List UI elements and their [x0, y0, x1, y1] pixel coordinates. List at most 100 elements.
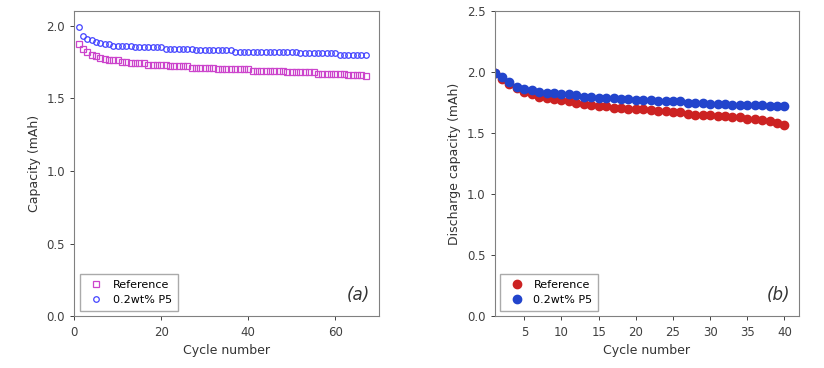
0.2wt% P5: [291, 50, 301, 54]
Reference: [549, 97, 559, 101]
Reference: [139, 61, 149, 66]
Reference: [676, 110, 686, 115]
0.2wt% P5: [602, 96, 611, 100]
Reference: [661, 109, 671, 113]
Reference: [594, 104, 604, 109]
0.2wt% P5: [497, 75, 507, 79]
0.2wt% P5: [631, 98, 641, 102]
Line: 0.2wt% P5: 0.2wt% P5: [76, 24, 368, 57]
Reference: [586, 103, 596, 107]
Reference: [728, 115, 737, 120]
Line: Reference: Reference: [490, 69, 789, 129]
Reference: [780, 123, 789, 127]
Reference: [668, 110, 678, 115]
Reference: [556, 98, 566, 102]
Reference: [534, 94, 544, 99]
0.2wt% P5: [571, 93, 581, 98]
0.2wt% P5: [586, 94, 596, 99]
0.2wt% P5: [639, 98, 648, 102]
Reference: [742, 116, 752, 121]
0.2wt% P5: [204, 48, 214, 53]
0.2wt% P5: [646, 98, 656, 102]
0.2wt% P5: [489, 71, 499, 75]
0.2wt% P5: [117, 44, 127, 48]
Reference: [698, 113, 708, 117]
0.2wt% P5: [519, 87, 529, 91]
0.2wt% P5: [720, 102, 730, 106]
Reference: [735, 115, 745, 120]
0.2wt% P5: [698, 100, 708, 105]
Reference: [291, 70, 301, 74]
Reference: [512, 86, 522, 90]
Reference: [361, 74, 371, 79]
Reference: [578, 102, 588, 106]
Reference: [646, 108, 656, 112]
0.2wt% P5: [750, 103, 760, 107]
Reference: [639, 107, 648, 111]
0.2wt% P5: [735, 103, 745, 107]
0.2wt% P5: [335, 53, 344, 57]
0.2wt% P5: [668, 99, 678, 104]
Legend: Reference, 0.2wt% P5: Reference, 0.2wt% P5: [80, 274, 178, 311]
Line: 0.2wt% P5: 0.2wt% P5: [490, 69, 789, 110]
Reference: [772, 121, 782, 125]
0.2wt% P5: [191, 48, 201, 53]
0.2wt% P5: [549, 91, 559, 95]
Reference: [489, 71, 499, 75]
0.2wt% P5: [504, 80, 514, 84]
Reference: [750, 116, 760, 121]
Reference: [204, 66, 214, 70]
X-axis label: Cycle number: Cycle number: [183, 344, 270, 357]
0.2wt% P5: [512, 85, 522, 89]
Reference: [504, 82, 514, 86]
Reference: [765, 119, 775, 123]
Reference: [564, 99, 574, 104]
Reference: [683, 112, 693, 116]
0.2wt% P5: [772, 104, 782, 109]
Reference: [624, 107, 634, 111]
0.2wt% P5: [713, 102, 723, 106]
0.2wt% P5: [73, 25, 83, 29]
Reference: [609, 105, 619, 110]
0.2wt% P5: [609, 96, 619, 100]
0.2wt% P5: [594, 96, 604, 100]
Reference: [497, 77, 507, 82]
0.2wt% P5: [691, 100, 700, 105]
0.2wt% P5: [361, 53, 371, 57]
0.2wt% P5: [616, 97, 626, 101]
0.2wt% P5: [742, 103, 752, 107]
Reference: [602, 104, 611, 109]
0.2wt% P5: [683, 100, 693, 105]
Reference: [344, 73, 353, 77]
Reference: [713, 114, 723, 118]
Reference: [720, 114, 730, 118]
Text: (a): (a): [346, 286, 370, 304]
0.2wt% P5: [534, 89, 544, 94]
0.2wt% P5: [109, 44, 119, 48]
Reference: [117, 60, 127, 64]
Reference: [191, 66, 201, 70]
Reference: [691, 113, 700, 117]
Y-axis label: Capacity (mAh): Capacity (mAh): [28, 115, 41, 212]
0.2wt% P5: [653, 99, 663, 104]
0.2wt% P5: [728, 103, 737, 107]
Line: Reference: Reference: [76, 42, 368, 79]
Text: (b): (b): [766, 286, 790, 304]
Reference: [757, 117, 767, 122]
0.2wt% P5: [556, 92, 566, 96]
0.2wt% P5: [780, 104, 789, 109]
0.2wt% P5: [564, 92, 574, 96]
0.2wt% P5: [765, 104, 775, 109]
Reference: [73, 42, 83, 47]
0.2wt% P5: [541, 91, 551, 95]
0.2wt% P5: [578, 94, 588, 99]
Reference: [653, 109, 663, 113]
0.2wt% P5: [661, 99, 671, 104]
Reference: [616, 105, 626, 110]
Y-axis label: Discharge capacity (mAh): Discharge capacity (mAh): [448, 83, 461, 245]
Reference: [527, 92, 536, 96]
0.2wt% P5: [527, 88, 536, 93]
X-axis label: Cycle number: Cycle number: [603, 344, 691, 357]
Reference: [631, 107, 641, 111]
0.2wt% P5: [624, 97, 634, 101]
